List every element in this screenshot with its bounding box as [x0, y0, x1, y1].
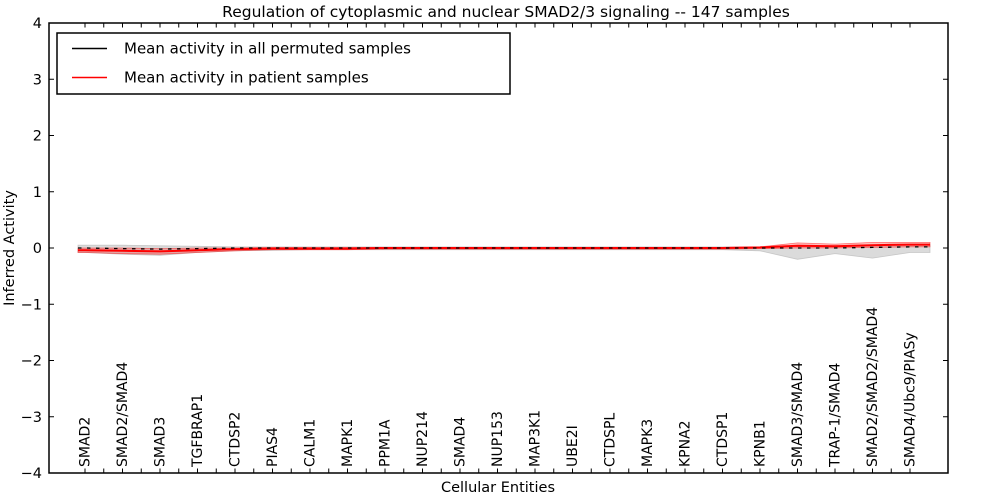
x-tick-label: NUP153	[490, 411, 506, 467]
x-tick-label: CTDSP1	[715, 412, 731, 467]
x-tick-label: SMAD2/SMAD4	[115, 362, 131, 467]
x-tick-label: MAP3K1	[528, 410, 544, 467]
x-tick-label: KPNA2	[678, 420, 694, 467]
series-line-patient	[78, 243, 930, 253]
y-tick-label: −3	[21, 410, 42, 426]
plot-frame	[48, 22, 949, 474]
legend-label-permuted: Mean activity in all permuted samples	[124, 40, 411, 58]
x-tick-label: PPM1A	[378, 419, 394, 467]
x-tick-label: MAPK1	[340, 419, 356, 467]
x-tick-label: SMAD2	[78, 417, 94, 467]
x-axis-label: Cellular Entities	[441, 480, 555, 496]
y-tick-label: 3	[33, 72, 42, 88]
x-tick-label: SMAD4	[453, 417, 469, 467]
y-tick-labels: 4 3 2 1 0 −1 −2 −3 −4	[21, 16, 42, 482]
y-axis-label: Inferred Activity	[2, 190, 18, 306]
x-tick-label: MAPK3	[640, 419, 656, 467]
x-tick-label: CALM1	[303, 419, 319, 467]
x-tick-label: NUP214	[415, 411, 431, 467]
y-tick-label: 2	[33, 129, 42, 145]
y-tick-label: −1	[21, 297, 42, 313]
y-tick-label: 0	[33, 241, 42, 257]
y-tick-label: 1	[33, 185, 42, 201]
data-series	[78, 243, 930, 253]
x-tick-label: SMAD2/SMAD2/SMAD4	[865, 307, 881, 467]
y-tick-label: −2	[21, 354, 42, 370]
x-tick-label: TRAP-1/SMAD4	[828, 363, 844, 468]
chart-title: Regulation of cytoplasmic and nuclear SM…	[222, 3, 790, 21]
legend-label-patient: Mean activity in patient samples	[124, 69, 369, 87]
legend: Mean activity in all permuted samples Me…	[56, 32, 511, 95]
legend-box	[56, 32, 511, 95]
x-tick-label: SMAD3/SMAD4	[790, 362, 806, 467]
x-tick-label: UBE2I	[565, 425, 581, 467]
x-tick-labels: SMAD2 SMAD2/SMAD4 SMAD3 TGFBRAP1 CTDSP2 PIAS4…	[78, 307, 919, 468]
x-tick-label: CTDSP2	[228, 412, 244, 467]
x-tick-label: CTDSPL	[603, 413, 619, 467]
x-tick-label: SMAD4/Ubc9/PIASy	[903, 332, 919, 467]
x-tick-label: PIAS4	[265, 427, 281, 467]
x-tick-label: KPNB1	[753, 420, 769, 467]
y-tick-label: −4	[21, 466, 42, 482]
y-tick-label: 4	[33, 16, 42, 32]
x-tick-label: TGFBRAP1	[190, 394, 206, 468]
x-tick-label: SMAD3	[153, 417, 169, 467]
series-line-permuted	[78, 246, 930, 250]
